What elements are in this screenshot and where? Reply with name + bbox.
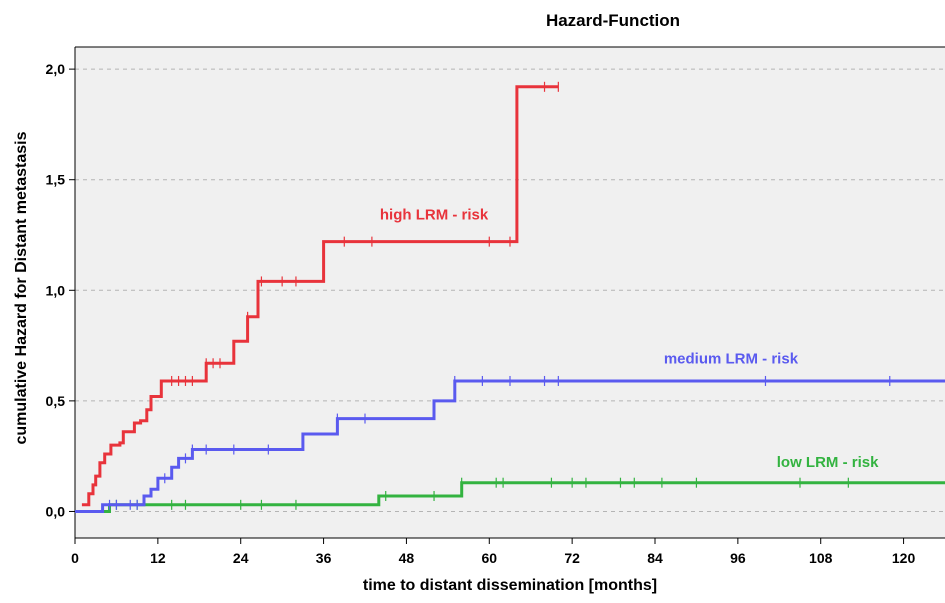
x-tick-label-0: 0 bbox=[71, 550, 79, 566]
x-axis-label: time to distant dissemination [months] bbox=[363, 577, 657, 594]
x-tick-label-9: 108 bbox=[809, 550, 833, 566]
y-tick-label-0: 0,0 bbox=[46, 503, 66, 519]
x-tick-label-3: 36 bbox=[316, 550, 332, 566]
y-tick-label-3: 1,5 bbox=[46, 172, 66, 188]
x-tick-label-6: 72 bbox=[564, 550, 580, 566]
x-tick-label-4: 48 bbox=[399, 550, 415, 566]
series-label-2: low LRM - risk bbox=[777, 454, 879, 471]
series-label-1: medium LRM - risk bbox=[664, 350, 799, 367]
plot-background bbox=[75, 47, 945, 538]
x-tick-label-1: 12 bbox=[150, 550, 166, 566]
y-tick-label-4: 2,0 bbox=[46, 61, 66, 77]
x-tick-label-2: 24 bbox=[233, 550, 249, 566]
series-line-1 bbox=[75, 379, 945, 513]
y-tick-label-2: 1,0 bbox=[46, 282, 66, 298]
x-tick-label-7: 84 bbox=[647, 550, 663, 566]
x-tick-label-10: 120 bbox=[892, 550, 916, 566]
y-tick-label-1: 0,5 bbox=[46, 393, 66, 409]
y-axis-label: cumulative Hazard for Distant metastasis bbox=[13, 131, 30, 444]
x-tick-label-8: 96 bbox=[730, 550, 746, 566]
x-tick-label-5: 60 bbox=[481, 550, 497, 566]
chart-title: Hazard-Function bbox=[546, 11, 680, 30]
series-label-0: high LRM - risk bbox=[380, 207, 489, 224]
plot-area: 0,0 0,5 1,0 1,5 2,0 0 12 24 36 48 60 72 84 96 108 120 lo… bbox=[46, 46, 945, 566]
